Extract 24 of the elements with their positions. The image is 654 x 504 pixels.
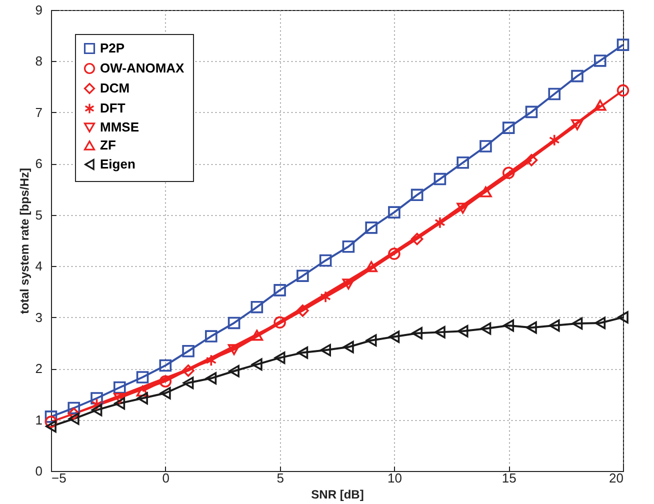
x-tick-label: 10: [387, 470, 402, 486]
legend-label: OW-ANOMAX: [100, 60, 185, 76]
x-tick-label: 0: [162, 470, 170, 486]
y-tick-label: 2: [35, 361, 42, 376]
legend-label: DCM: [100, 80, 130, 96]
y-axis-title: total system rate [bps/Hz]: [17, 168, 32, 314]
y-tick-label: 3: [35, 310, 42, 325]
x-tick-label: 15: [502, 470, 516, 486]
y-tick-label: 8: [35, 54, 42, 69]
y-tick-label: 6: [35, 156, 42, 172]
legend-label: ZF: [100, 138, 116, 152]
y-tick-label: 7: [35, 104, 42, 120]
legend-label: DFT: [100, 100, 126, 116]
y-tick-label: 9: [35, 2, 42, 18]
x-tick-label: −5: [52, 470, 66, 486]
x-tick-label: 20: [609, 470, 624, 486]
x-axis-title: SNR [dB]: [311, 488, 364, 502]
y-tick-label: 1: [35, 412, 42, 428]
legend-label: Eigen: [100, 156, 136, 172]
legend-label: MMSE: [100, 120, 140, 134]
legend-label: P2P: [100, 40, 125, 56]
x-tick-label: 5: [276, 470, 284, 486]
y-tick-label: 4: [35, 258, 42, 274]
y-tick-label: 5: [35, 207, 42, 222]
